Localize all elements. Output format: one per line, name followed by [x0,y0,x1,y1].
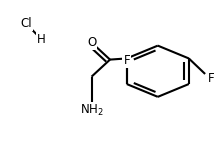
Text: Cl: Cl [20,17,32,30]
Text: F: F [208,72,215,85]
Text: F: F [123,54,130,67]
Text: O: O [87,36,96,49]
Text: H: H [37,33,46,46]
Text: NH$_2$: NH$_2$ [80,103,103,118]
